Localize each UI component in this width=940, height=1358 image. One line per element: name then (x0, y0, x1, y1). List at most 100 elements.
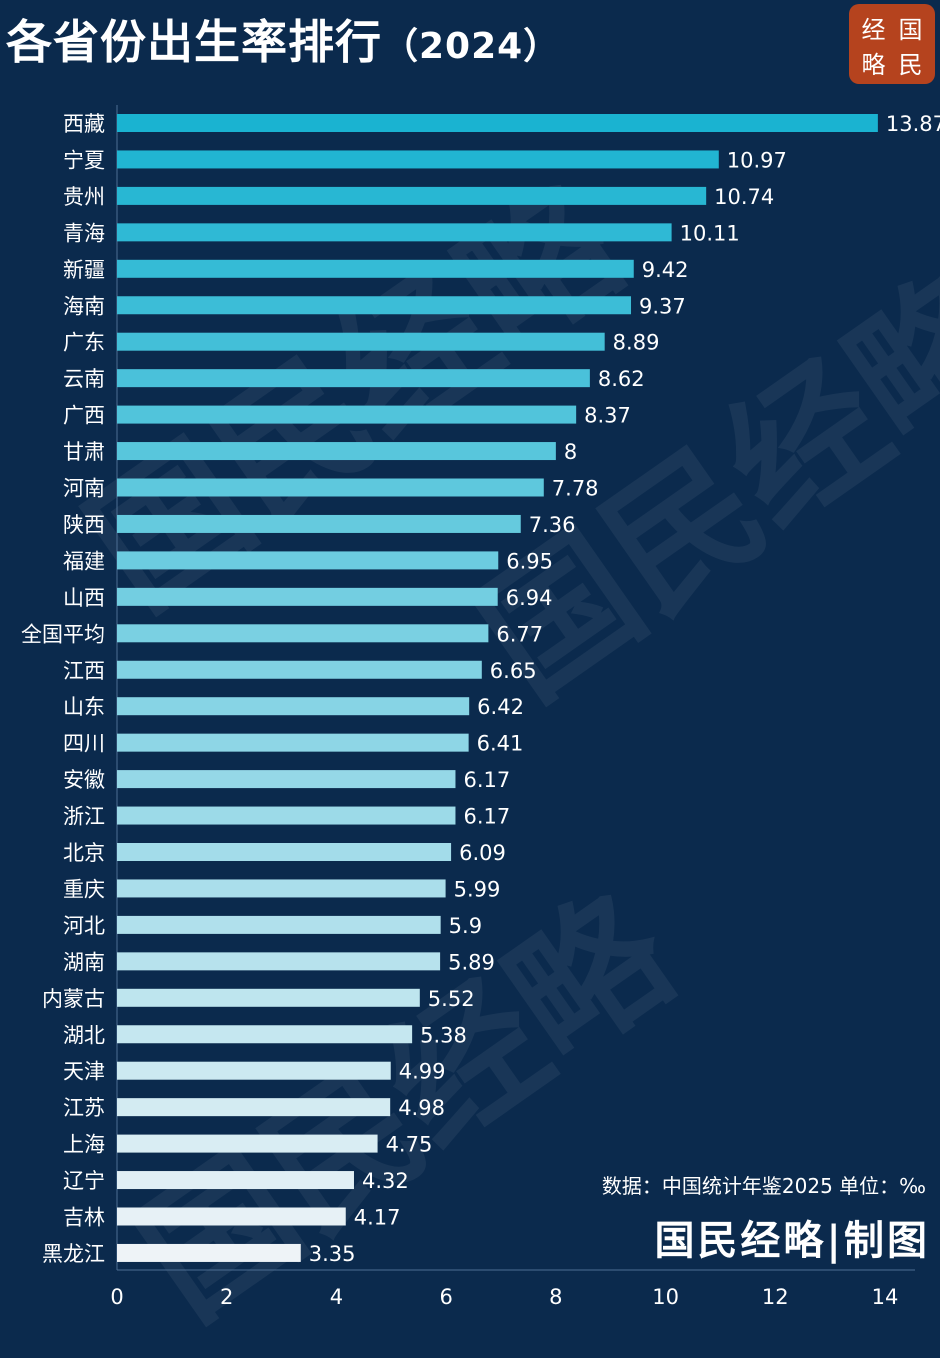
bar (117, 150, 719, 169)
bar (117, 733, 469, 752)
bar (117, 1061, 391, 1080)
chart-title: 各省份出生率排行（2024） (6, 6, 560, 72)
bar (117, 660, 482, 679)
bar (117, 915, 441, 934)
bar (117, 843, 452, 861)
category-label: 江苏 (63, 1096, 105, 1120)
category-label: 云南 (63, 367, 105, 391)
category-label: 内蒙古 (42, 987, 105, 1011)
value-label: 8.62 (598, 367, 645, 391)
bar (117, 587, 498, 606)
value-label: 6.42 (477, 695, 524, 719)
bar (117, 952, 441, 971)
bar (117, 296, 632, 315)
category-label: 甘肃 (63, 440, 105, 464)
category-label: 山东 (63, 695, 105, 719)
value-label: 10.74 (714, 185, 774, 209)
data-source-note: 数据：中国统计年鉴2025 单位：‰ (601, 1174, 926, 1198)
category-label: 天津 (63, 1060, 105, 1084)
category-label: 陕西 (63, 513, 105, 537)
bar (117, 806, 456, 825)
category-label: 辽宁 (63, 1169, 105, 1193)
x-tick-label: 4 (330, 1285, 343, 1309)
title-text: 各省份出生率排行 (6, 15, 382, 69)
title-year: （2024） (382, 26, 561, 67)
value-label: 6.65 (490, 659, 537, 683)
category-label: 黑龙江 (42, 1242, 105, 1266)
value-label: 9.42 (642, 258, 689, 282)
bar (117, 1243, 301, 1262)
value-label: 5.89 (448, 950, 495, 974)
category-label: 重庆 (63, 877, 105, 901)
value-label: 6.41 (477, 732, 524, 756)
bar (117, 259, 634, 278)
value-label: 4.75 (386, 1133, 433, 1157)
bar (117, 514, 521, 533)
category-label: 西藏 (63, 112, 105, 136)
bar (117, 369, 590, 388)
bar (117, 1171, 354, 1190)
bar (117, 405, 577, 424)
value-label: 5.9 (449, 914, 482, 938)
category-label: 河北 (63, 914, 105, 938)
category-label: 福建 (63, 549, 105, 573)
value-label: 10.11 (680, 221, 740, 245)
value-label: 6.94 (506, 586, 553, 610)
value-label: 4.99 (399, 1060, 446, 1084)
x-tick-label: 14 (872, 1285, 899, 1309)
logo-char-3: 略 (861, 51, 886, 79)
value-label: 8 (564, 440, 577, 464)
value-label: 4.98 (398, 1096, 445, 1120)
bar (117, 1098, 391, 1117)
brand-logo: 经 国 略 民 (849, 4, 935, 84)
category-label: 新疆 (63, 258, 105, 282)
category-label: 宁夏 (63, 148, 105, 172)
logo-char-1: 经 (861, 16, 886, 44)
value-label: 6.09 (459, 841, 506, 865)
bar (117, 1134, 378, 1153)
bar (117, 697, 470, 716)
value-label: 4.32 (362, 1169, 409, 1193)
bar (117, 988, 420, 1007)
category-label: 全国平均 (21, 622, 105, 646)
x-tick-label: 0 (110, 1285, 123, 1309)
bar (117, 332, 605, 351)
value-label: 5.99 (454, 877, 501, 901)
category-label: 北京 (63, 841, 105, 865)
bar (117, 186, 707, 205)
category-label: 四川 (63, 732, 105, 756)
category-label: 吉林 (63, 1206, 105, 1230)
value-label: 6.77 (496, 622, 543, 646)
category-label: 安徽 (63, 768, 105, 792)
x-tick-label: 8 (549, 1285, 562, 1309)
bar (117, 879, 446, 898)
value-label: 9.37 (639, 294, 686, 318)
bar (117, 114, 878, 132)
credit-line: 国民经略|制图 (654, 1217, 930, 1264)
x-tick-label: 10 (652, 1285, 679, 1309)
x-tick-label: 2 (220, 1285, 233, 1309)
logo-char-4: 民 (898, 51, 923, 79)
x-tick-label: 6 (439, 1285, 452, 1309)
bar (117, 1207, 346, 1226)
category-label: 浙江 (63, 805, 105, 829)
bar (117, 478, 544, 497)
value-label: 13.87 (886, 112, 940, 136)
category-label: 贵州 (63, 185, 105, 209)
bar (117, 1025, 413, 1044)
category-label: 河南 (63, 477, 105, 501)
bar (117, 223, 672, 242)
category-label: 广东 (63, 331, 105, 355)
bar (117, 770, 456, 789)
bar-chart: 西藏 13.87 宁夏 10.97 贵州 10.74 青海 10.11 新疆 9.42 海南 9.37… (21, 105, 940, 1309)
value-label: 6.17 (463, 805, 510, 829)
value-label: 8.89 (613, 331, 660, 355)
category-label: 江西 (63, 659, 105, 683)
category-label: 海南 (63, 294, 105, 318)
value-label: 7.78 (552, 477, 599, 501)
bar (117, 442, 556, 461)
category-label: 湖北 (63, 1023, 105, 1047)
category-label: 上海 (63, 1133, 105, 1157)
bar (117, 551, 499, 570)
value-label: 5.52 (428, 987, 475, 1011)
